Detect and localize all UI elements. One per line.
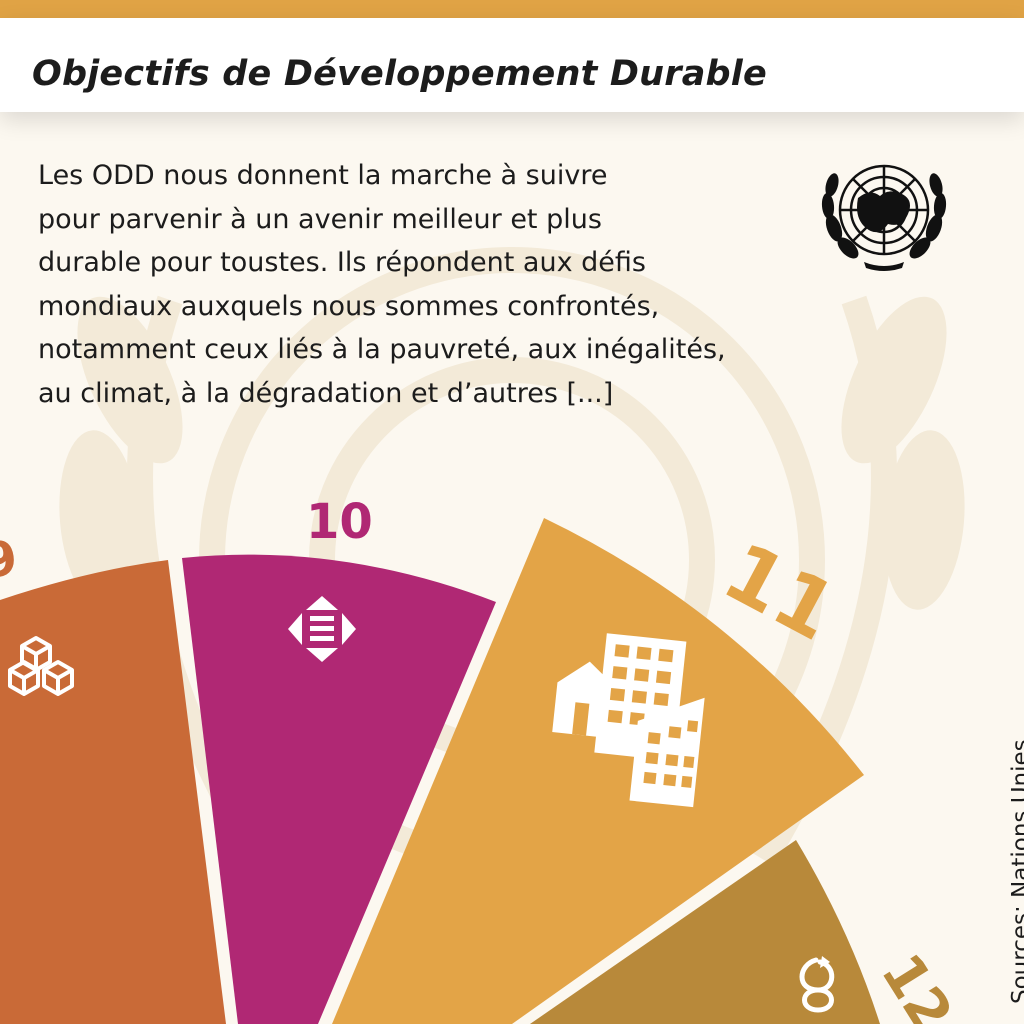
header-bar: Objectifs de Développement Durable xyxy=(0,18,1024,112)
goal-12-segment xyxy=(530,840,880,1024)
infinity-loop-icon xyxy=(799,956,835,1013)
goal-9-number: 9 xyxy=(0,530,21,590)
source-credit: Sources: Nations Unies xyxy=(1008,739,1024,1004)
intro-line: notamment ceux liés à la pauvreté, aux i… xyxy=(38,334,726,365)
intro-line: Les ODD nous donnent la marche à suivre xyxy=(38,160,608,191)
intro-line: mondiaux auxquels nous sommes confrontés… xyxy=(38,290,660,322)
city-buildings-icon xyxy=(552,633,705,808)
equality-icon xyxy=(288,596,356,662)
intro-line: pour parvenir à un avenir meilleur et pl… xyxy=(38,203,602,235)
top-accent-bar xyxy=(0,0,1024,18)
un-emblem-icon xyxy=(821,164,947,271)
page-title: Objectifs de Développement Durable xyxy=(32,54,767,94)
intro-paragraph: Les ODD nous donnent la marche à suivre … xyxy=(38,154,818,415)
goal-12-number: 12 xyxy=(868,943,964,1024)
intro-line: au climat, à la dégradation et d’autres … xyxy=(38,377,614,409)
cubes-icon xyxy=(8,636,74,696)
goal-10-segment xyxy=(182,554,496,1024)
goal-11-segment xyxy=(332,518,864,1024)
goal-10-number: 10 xyxy=(306,494,373,550)
intro-line: durable pour toustes. Ils répondent aux … xyxy=(38,247,646,278)
